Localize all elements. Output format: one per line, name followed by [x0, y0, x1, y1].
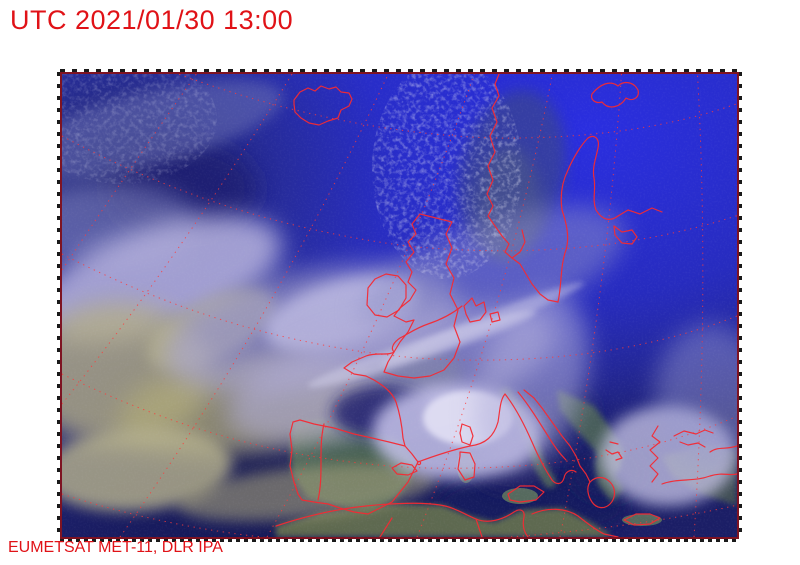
- satellite-map-frame: [57, 69, 742, 542]
- timestamp-title: UTC 2021/01/30 13:00: [10, 5, 294, 35]
- satellite-image: [62, 74, 737, 537]
- coastlines: [275, 74, 737, 537]
- left-edge-ticks: [57, 72, 60, 539]
- source-caption: EUMETSAT MET-11, DLR IPA: [8, 539, 223, 556]
- graticule: [62, 74, 737, 537]
- right-edge-ticks: [739, 72, 742, 539]
